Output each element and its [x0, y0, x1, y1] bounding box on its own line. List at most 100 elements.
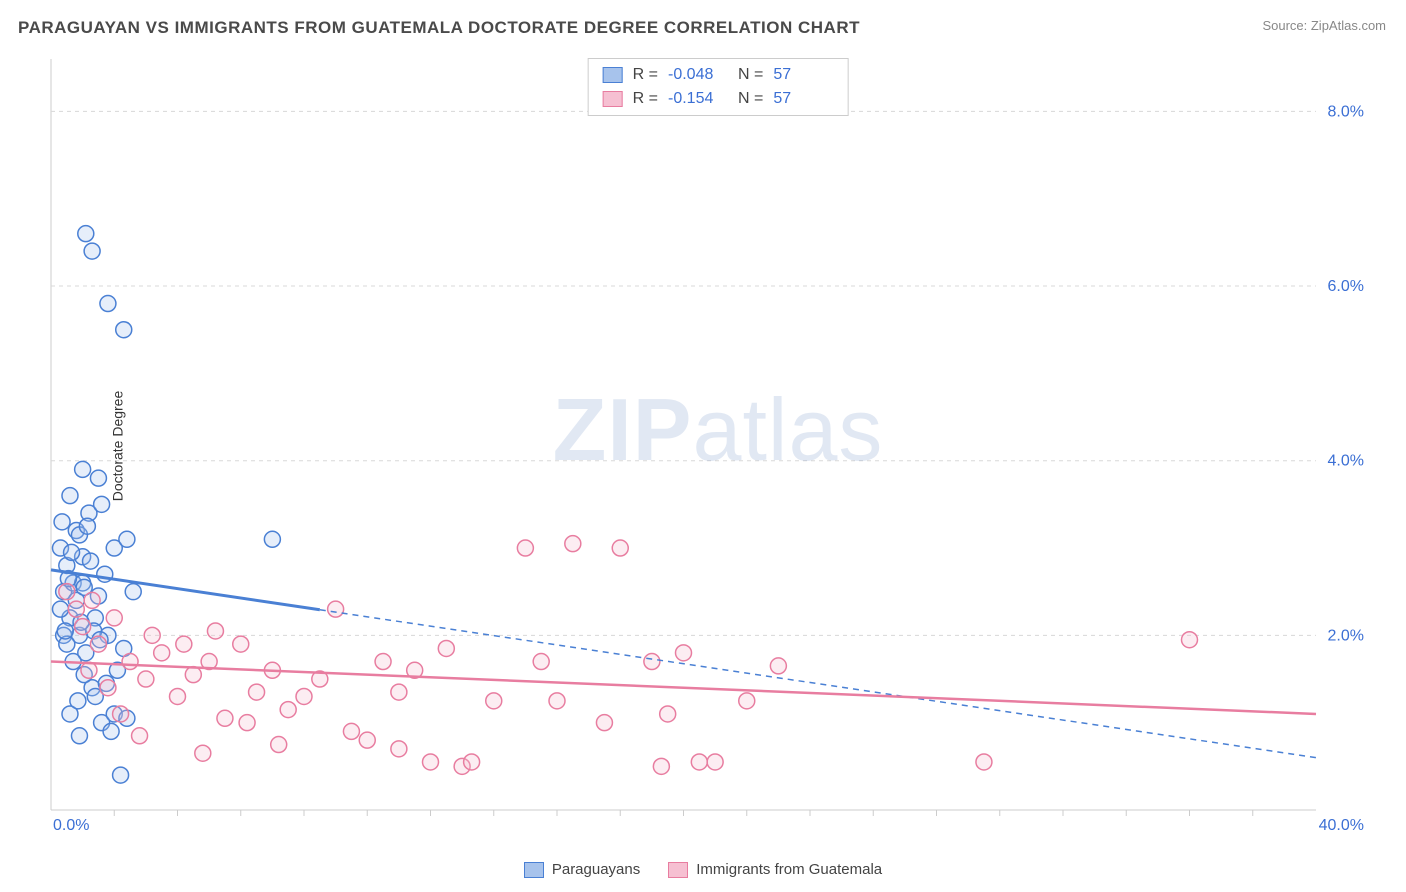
data-point	[138, 671, 154, 687]
data-point	[154, 645, 170, 661]
data-point	[125, 584, 141, 600]
data-point	[83, 553, 99, 569]
data-point	[464, 754, 480, 770]
data-point	[81, 662, 97, 678]
data-point	[78, 226, 94, 242]
y-tick-label: 2.0%	[1328, 627, 1364, 644]
data-point	[707, 754, 723, 770]
data-point	[239, 715, 255, 731]
data-point	[770, 658, 786, 674]
n-label: N =	[738, 87, 763, 111]
data-point	[75, 461, 91, 477]
data-point	[90, 470, 106, 486]
data-point	[54, 514, 70, 530]
r-value: -0.048	[668, 63, 728, 87]
data-point	[976, 754, 992, 770]
data-point	[71, 728, 87, 744]
data-point	[176, 636, 192, 652]
y-tick-label: 6.0%	[1328, 278, 1364, 295]
r-label: R =	[633, 63, 658, 87]
data-point	[100, 680, 116, 696]
x-tick-label: 40.0%	[1319, 817, 1364, 834]
data-point	[375, 654, 391, 670]
data-point	[84, 243, 100, 259]
data-point	[195, 745, 211, 761]
data-point	[94, 496, 110, 512]
data-point	[103, 723, 119, 739]
data-point	[517, 540, 533, 556]
data-point	[116, 322, 132, 338]
data-point	[691, 754, 707, 770]
stats-row: R = -0.048 N = 57	[603, 63, 834, 87]
data-point	[70, 693, 86, 709]
legend-label: Paraguayans	[552, 861, 640, 878]
chart-title: PARAGUAYAN VS IMMIGRANTS FROM GUATEMALA …	[18, 18, 860, 38]
series-legend: Paraguayans Immigrants from Guatemala	[0, 861, 1406, 878]
y-tick-label: 8.0%	[1328, 103, 1364, 120]
stats-row: R = -0.154 N = 57	[603, 87, 834, 111]
data-point	[612, 540, 628, 556]
series-swatch	[524, 862, 544, 878]
n-value: 57	[773, 63, 833, 87]
correlation-stats-box: R = -0.048 N = 57 R = -0.154 N = 57	[588, 58, 849, 116]
data-point	[62, 488, 78, 504]
data-point	[90, 636, 106, 652]
data-point	[549, 693, 565, 709]
legend-label: Immigrants from Guatemala	[696, 861, 882, 878]
data-point	[68, 601, 84, 617]
data-point	[217, 710, 233, 726]
data-point	[64, 544, 80, 560]
series-swatch	[603, 67, 623, 83]
data-point	[423, 754, 439, 770]
r-label: R =	[633, 87, 658, 111]
legend-item: Immigrants from Guatemala	[668, 861, 882, 878]
trend-line	[51, 662, 1316, 714]
data-point	[486, 693, 502, 709]
chart-area: Doctorate Degree 2.0%4.0%6.0%8.0%0.0%40.…	[50, 58, 1386, 834]
data-point	[132, 728, 148, 744]
n-label: N =	[738, 63, 763, 87]
data-point	[185, 667, 201, 683]
legend-item: Paraguayans	[524, 861, 640, 878]
data-point	[57, 623, 73, 639]
series-swatch	[668, 862, 688, 878]
data-point	[113, 706, 129, 722]
data-point	[343, 723, 359, 739]
data-point	[113, 767, 129, 783]
data-point	[271, 737, 287, 753]
data-point	[296, 688, 312, 704]
data-point	[75, 619, 91, 635]
data-point	[328, 601, 344, 617]
data-point	[249, 684, 265, 700]
x-tick-label: 0.0%	[53, 817, 89, 834]
data-point	[170, 688, 186, 704]
data-point	[533, 654, 549, 670]
n-value: 57	[773, 87, 833, 111]
data-point	[84, 592, 100, 608]
y-tick-label: 4.0%	[1328, 453, 1364, 470]
data-point	[739, 693, 755, 709]
data-point	[644, 654, 660, 670]
r-value: -0.154	[668, 87, 728, 111]
data-point	[653, 758, 669, 774]
data-point	[100, 296, 116, 312]
data-point	[596, 715, 612, 731]
trend-line-extrapolated	[320, 610, 1316, 758]
data-point	[52, 601, 68, 617]
data-point	[59, 584, 75, 600]
data-point	[391, 684, 407, 700]
data-point	[119, 531, 135, 547]
data-point	[144, 627, 160, 643]
data-point	[359, 732, 375, 748]
data-point	[122, 654, 138, 670]
data-point	[660, 706, 676, 722]
data-point	[79, 518, 95, 534]
data-point	[676, 645, 692, 661]
data-point	[438, 640, 454, 656]
data-point	[207, 623, 223, 639]
data-point	[391, 741, 407, 757]
data-point	[106, 610, 122, 626]
data-point	[1182, 632, 1198, 648]
source-attribution: Source: ZipAtlas.com	[1262, 18, 1386, 33]
series-swatch	[603, 91, 623, 107]
